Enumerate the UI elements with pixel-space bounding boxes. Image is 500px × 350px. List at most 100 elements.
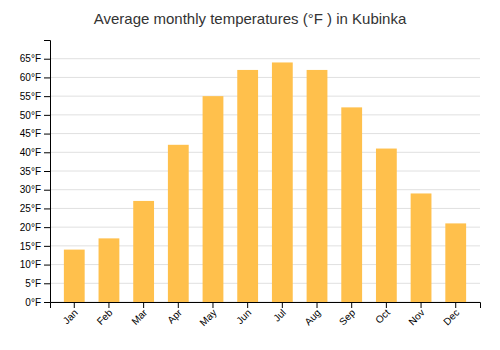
x-tick: Jun: [234, 302, 253, 326]
x-tick-mark: [386, 302, 387, 308]
x-tick-mark: [247, 302, 248, 308]
x-tick-mark: [421, 302, 422, 308]
y-tick: 55°F: [20, 91, 50, 102]
y-tick: 50°F: [20, 110, 50, 121]
y-tick: 25°F: [20, 203, 50, 214]
bar: [99, 238, 120, 302]
bar: [168, 145, 189, 302]
y-tick-mark: [44, 77, 50, 78]
x-tick: Mar: [129, 302, 149, 327]
bar: [64, 250, 85, 302]
chart: 0°F 5°F 10°F 15°F 20°F 25°F 30°F 35°F 40°F 45°F 50…: [0, 0, 500, 350]
grid-line: [50, 171, 480, 172]
y-tick-mark: [44, 208, 50, 209]
x-tick: Jul: [271, 302, 288, 324]
x-tick-mark: [212, 302, 213, 308]
x-tick: Aug: [302, 302, 322, 327]
x-tick-mark: [455, 302, 456, 308]
y-tick-label: 20°F: [20, 222, 41, 233]
x-tick: May: [197, 302, 218, 328]
y-tick-mark: [44, 152, 50, 153]
x-tick-label: Feb: [95, 307, 115, 327]
bar: [445, 223, 466, 302]
x-tick-mark: [317, 302, 318, 308]
x-tick: Oct: [373, 302, 392, 326]
bars: [64, 62, 466, 302]
y-axis: 0°F 5°F 10°F 15°F 20°F 25°F 30°F 35°F 40°F 45°F 50…: [20, 41, 51, 308]
grid: [50, 59, 480, 302]
grid-line: [50, 133, 480, 134]
y-tick: 35°F: [20, 166, 50, 177]
y-tick-mark: [44, 190, 50, 191]
y-tick-mark: [44, 265, 50, 266]
y-tick-mark: [44, 59, 50, 60]
y-tick-mark: [44, 302, 50, 303]
grid-line: [50, 77, 480, 78]
y-tick-label: 55°F: [20, 91, 41, 102]
x-tick: Sep: [337, 302, 358, 327]
y-tick: 10°F: [20, 259, 50, 270]
y-tick-label: 40°F: [20, 147, 41, 158]
y-tick-mark: [44, 227, 50, 228]
x-tick-label: Dec: [441, 307, 461, 327]
bar: [341, 107, 362, 302]
x-tick-mark: [143, 302, 144, 308]
x-tick-mark: [108, 302, 109, 308]
x-tick-mark: [351, 302, 352, 308]
x-tick-label: Aug: [302, 307, 322, 327]
y-tick-label: 25°F: [20, 203, 41, 214]
y-tick-label: 0°F: [25, 297, 41, 308]
plot: 0°F 5°F 10°F 15°F 20°F 25°F 30°F 35°F 40°F 45°F 50…: [20, 41, 481, 329]
y-tick-label: 35°F: [20, 166, 41, 177]
x-axis: Jan Feb Mar Apr May Jun Jul Aug Sep Oct Nov Dec: [51, 302, 481, 328]
grid-line: [50, 189, 480, 190]
y-tick: 40°F: [20, 147, 50, 158]
y-tick-label: 65°F: [20, 53, 41, 64]
y-tick-mark: [44, 283, 50, 284]
y-tick-label: 50°F: [20, 110, 41, 121]
x-tick: Apr: [165, 302, 184, 326]
x-tick: Dec: [441, 302, 461, 327]
y-tick-label: 10°F: [20, 259, 41, 270]
x-tick: Nov: [406, 302, 426, 327]
bar: [411, 193, 432, 302]
x-tick-mark: [178, 302, 179, 308]
x-tick: Jan: [61, 302, 80, 326]
y-tick-label: 60°F: [20, 72, 41, 83]
y-tick: 0°F: [25, 297, 50, 308]
x-tick-label: Jun: [234, 307, 253, 326]
x-tick-label: May: [197, 307, 218, 328]
x-tick-label: Mar: [129, 306, 149, 326]
x-tick-mark: [282, 302, 283, 308]
y-tick-mark: [44, 96, 50, 97]
x-tick-label: Jan: [61, 307, 80, 326]
grid-line: [50, 96, 480, 97]
x-tick-label: Jul: [271, 307, 288, 324]
y-tick-mark: [44, 134, 50, 135]
y-tick: 20°F: [20, 222, 50, 233]
x-tick-label: Nov: [406, 307, 426, 327]
y-tick-label: 30°F: [20, 184, 41, 195]
y-axis-line: [44, 41, 51, 303]
y-tick: 60°F: [20, 72, 50, 83]
y-tick-label: 5°F: [25, 278, 41, 289]
y-tick: 30°F: [20, 184, 50, 195]
bar: [376, 149, 397, 302]
y-tick-mark: [44, 246, 50, 247]
x-tick-label: Apr: [165, 306, 184, 325]
y-tick-mark: [44, 115, 50, 116]
x-tick-mark: [74, 302, 75, 308]
bar: [307, 70, 328, 302]
x-tick-label: Oct: [373, 307, 392, 326]
y-tick-mark: [44, 171, 50, 172]
y-tick-label: 15°F: [20, 241, 41, 252]
bar: [237, 70, 258, 302]
y-tick-label: 45°F: [20, 128, 41, 139]
y-tick: 15°F: [20, 241, 50, 252]
x-tick-label: Sep: [337, 307, 358, 328]
title: Average monthly temperatures (°F ) in Ku…: [94, 10, 407, 27]
x-axis-line: [51, 303, 481, 309]
bar: [272, 62, 293, 302]
grid-line: [50, 58, 480, 59]
y-tick: 5°F: [25, 278, 50, 289]
